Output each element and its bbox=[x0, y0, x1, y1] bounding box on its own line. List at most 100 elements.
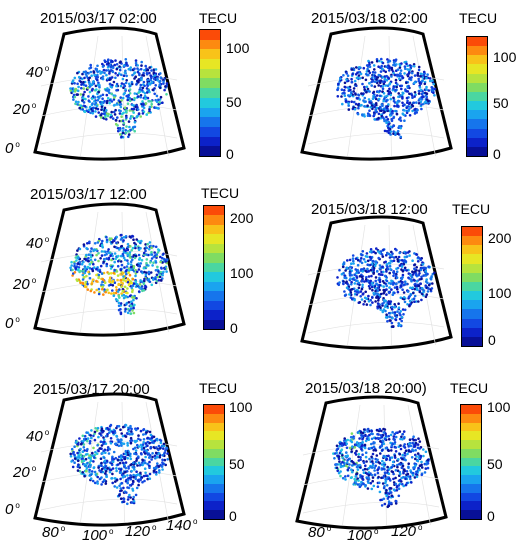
station-point bbox=[105, 288, 109, 292]
station-point bbox=[340, 88, 344, 91]
station-point bbox=[139, 246, 142, 250]
station-point bbox=[375, 454, 379, 457]
station-point bbox=[115, 89, 118, 92]
station-point bbox=[381, 265, 384, 269]
station-point bbox=[120, 115, 123, 118]
station-point bbox=[126, 474, 129, 477]
station-point bbox=[424, 269, 428, 273]
station-point bbox=[399, 310, 403, 313]
station-point bbox=[381, 75, 385, 79]
station-point bbox=[387, 472, 391, 476]
station-point bbox=[394, 133, 397, 136]
station-point bbox=[148, 71, 151, 75]
station-point bbox=[377, 116, 380, 120]
station-point bbox=[416, 443, 420, 446]
panel-title: 2015/03/17 12:00 bbox=[30, 186, 147, 203]
station-point bbox=[361, 267, 365, 271]
colorbar-segment bbox=[200, 59, 220, 69]
station-point bbox=[109, 283, 112, 287]
station-point bbox=[388, 82, 392, 85]
station-point bbox=[340, 444, 344, 447]
station-point bbox=[142, 438, 146, 441]
station-point bbox=[366, 430, 369, 433]
station-point bbox=[385, 288, 388, 291]
station-point bbox=[413, 81, 416, 85]
station-point bbox=[406, 452, 409, 456]
station-point bbox=[159, 76, 163, 79]
station-point bbox=[114, 237, 117, 240]
station-point bbox=[362, 471, 366, 475]
station-point bbox=[137, 240, 141, 243]
station-point bbox=[384, 299, 388, 303]
station-point bbox=[408, 304, 411, 308]
station-point bbox=[431, 79, 434, 82]
station-point bbox=[346, 459, 349, 462]
station-point bbox=[411, 286, 415, 290]
station-point bbox=[109, 113, 113, 117]
station-point bbox=[89, 70, 93, 74]
station-point bbox=[352, 100, 356, 104]
station-point bbox=[374, 449, 378, 452]
station-point bbox=[400, 277, 404, 281]
station-point bbox=[166, 458, 169, 461]
station-point bbox=[358, 442, 362, 446]
station-point bbox=[394, 450, 398, 453]
station-point bbox=[372, 250, 376, 254]
station-point bbox=[345, 464, 348, 468]
station-point bbox=[371, 259, 375, 263]
station-point bbox=[398, 77, 401, 80]
station-point bbox=[100, 244, 104, 247]
station-point bbox=[426, 272, 429, 276]
station-point bbox=[88, 76, 91, 80]
longitude-tick-label: 80 o bbox=[308, 524, 332, 541]
station-point bbox=[350, 432, 354, 435]
longitude-tick-label: 120 o bbox=[391, 523, 423, 540]
station-point bbox=[119, 133, 122, 136]
station-point bbox=[333, 452, 337, 455]
station-point bbox=[427, 99, 430, 103]
station-point bbox=[421, 76, 425, 79]
station-point bbox=[346, 266, 349, 270]
station-point bbox=[140, 76, 143, 79]
station-point bbox=[76, 71, 79, 75]
station-point bbox=[413, 263, 417, 266]
station-point bbox=[383, 107, 386, 110]
station-point bbox=[363, 105, 366, 108]
station-point bbox=[415, 470, 419, 473]
station-point bbox=[129, 245, 132, 248]
station-point bbox=[101, 280, 104, 284]
station-point bbox=[130, 268, 133, 272]
station-point bbox=[101, 277, 105, 281]
station-point bbox=[393, 305, 397, 309]
station-point bbox=[380, 109, 383, 112]
station-point bbox=[366, 472, 369, 476]
station-point bbox=[137, 80, 140, 84]
station-point bbox=[83, 271, 87, 275]
station-point bbox=[366, 267, 369, 271]
station-point bbox=[160, 279, 163, 282]
station-point bbox=[399, 447, 403, 451]
station-point bbox=[366, 427, 370, 431]
station-point bbox=[156, 251, 160, 254]
station-point bbox=[114, 72, 117, 75]
station-point bbox=[395, 101, 399, 104]
colorbar-segment bbox=[204, 310, 224, 320]
map-frame bbox=[300, 26, 453, 161]
station-point bbox=[101, 287, 104, 291]
station-point bbox=[365, 252, 369, 255]
station-point bbox=[399, 72, 402, 76]
station-point bbox=[165, 82, 169, 85]
station-point bbox=[356, 112, 360, 116]
station-point bbox=[406, 64, 410, 67]
station-point bbox=[385, 270, 388, 273]
station-point bbox=[407, 462, 411, 466]
station-point bbox=[343, 81, 347, 85]
station-point bbox=[370, 446, 374, 450]
station-point bbox=[76, 82, 79, 86]
station-point bbox=[139, 67, 143, 71]
station-point bbox=[343, 94, 347, 97]
station-point bbox=[131, 103, 134, 107]
station-point bbox=[409, 286, 412, 290]
station-point bbox=[387, 126, 390, 130]
station-point bbox=[119, 278, 123, 282]
